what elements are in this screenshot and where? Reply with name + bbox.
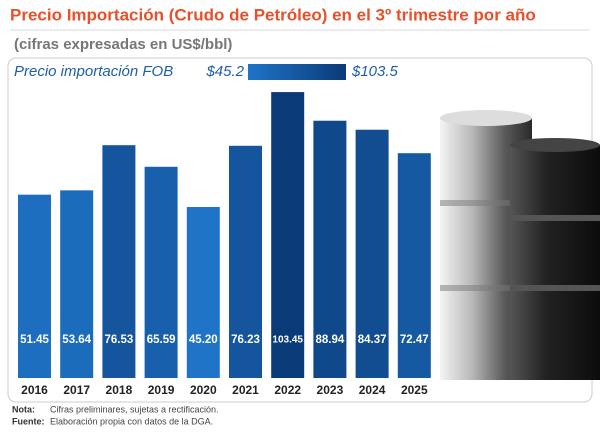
barrels — [440, 110, 600, 380]
x-tick-label: 2021 — [232, 383, 259, 397]
x-tick-label: 2016 — [21, 383, 48, 397]
bar — [102, 145, 136, 378]
note-label: Nota: — [12, 404, 35, 414]
value-label: 103.45 — [272, 335, 303, 346]
x-tick-label: 2019 — [148, 383, 175, 397]
bar — [229, 145, 262, 378]
chart-title: Precio Importación (Crudo de Petróleo) e… — [10, 5, 536, 24]
bar — [313, 120, 347, 379]
value-label: 65.59 — [147, 334, 176, 346]
legend-min: $45.2 — [205, 63, 244, 80]
value-label: 45.20 — [189, 334, 218, 346]
value-label: 53.64 — [62, 334, 91, 346]
subtitle: (cifras expresadas en US$/bbl) — [14, 36, 232, 53]
bar — [60, 190, 94, 378]
legend-label: Precio importación FOB — [14, 63, 173, 80]
value-label: 76.53 — [105, 334, 134, 346]
x-tick-label: 2018 — [106, 383, 133, 397]
value-label: 88.94 — [316, 334, 345, 346]
note-text: Elaboración propia con datos de la DGA. — [50, 416, 213, 426]
bar — [397, 153, 431, 378]
x-tick-label: 2022 — [274, 383, 301, 397]
note-label: Fuente: — [12, 416, 45, 426]
x-tick-label: 2024 — [359, 383, 386, 397]
x-tick-label: 2017 — [63, 383, 90, 397]
value-label: 72.47 — [400, 334, 429, 346]
legend-max: $103.5 — [351, 63, 399, 80]
bar — [18, 194, 51, 378]
bar — [144, 166, 178, 378]
note-text: Cifras preliminares, sujetas a rectifica… — [50, 404, 219, 414]
legend-gradient — [248, 64, 346, 80]
bar — [271, 92, 305, 378]
bar — [186, 207, 220, 378]
value-label: 76.23 — [231, 334, 260, 346]
value-label: 84.37 — [358, 334, 387, 346]
x-tick-label: 2025 — [401, 383, 428, 397]
value-label: 51.45 — [20, 334, 49, 346]
x-tick-label: 2020 — [190, 383, 217, 397]
bar — [355, 129, 389, 378]
x-tick-label: 2023 — [317, 383, 344, 397]
